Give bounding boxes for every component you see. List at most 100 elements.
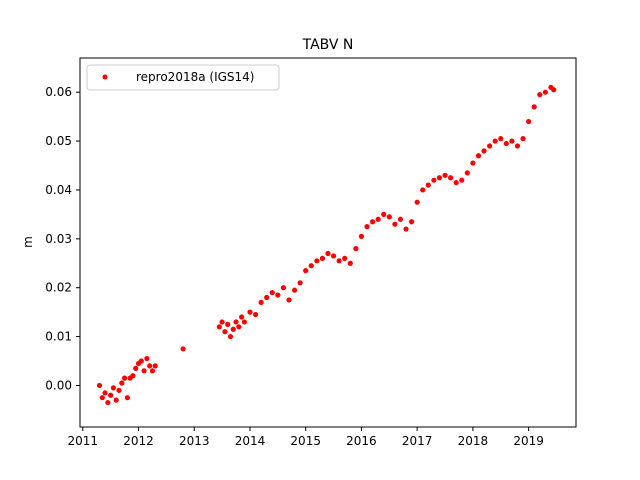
data-point [336,258,342,264]
data-point [408,219,415,225]
data-point [99,395,105,401]
data-point [420,187,426,193]
data-point [108,392,114,398]
data-point [96,382,103,389]
legend-box [86,64,280,91]
y-tick-label: 0.06 [45,85,72,99]
y-tick-label: 0.04 [45,183,72,197]
data-point [236,324,242,330]
data-point [487,143,493,149]
data-point [403,226,409,232]
data-point [414,199,420,205]
data-point [364,224,370,230]
data-point [347,260,353,266]
data-point [358,233,365,239]
data-point [291,287,298,293]
data-point [509,138,515,144]
x-tick-label: 2017 [402,434,433,448]
data-point [325,250,331,257]
data-point [105,399,111,406]
data-point [225,321,231,327]
data-point [241,319,248,325]
data-point [397,216,404,222]
data-point [459,177,465,183]
data-point [342,255,348,261]
x-tick-label: 2016 [346,434,377,448]
data-point [130,373,136,379]
y-axis-label: m [21,236,35,248]
y-tick-label: 0.02 [45,281,72,295]
y-tick-label: 0.00 [45,378,72,392]
x-tick-label: 2018 [458,434,489,448]
data-point [386,214,392,220]
data-point [297,280,303,286]
y-tick-label: 0.03 [45,232,72,246]
data-point [319,255,326,261]
data-point [141,368,147,374]
data-point [551,87,557,93]
y-tick-label: 0.05 [45,134,72,148]
data-point [453,180,459,186]
data-point [258,299,264,305]
data-point [269,289,275,296]
data-point [252,311,259,318]
data-point [239,314,245,320]
data-point [436,175,443,181]
data-point [152,363,158,369]
data-point [353,246,359,252]
data-point [147,363,153,369]
data-point [526,118,532,125]
data-point [113,397,119,403]
data-point [392,221,398,227]
data-point [431,177,437,183]
data-point [475,153,482,159]
data-point [537,92,543,98]
data-point [116,387,122,393]
data-point [464,170,470,176]
data-point [308,263,314,269]
x-tick-label: 2019 [513,434,544,448]
x-tick-label: 2013 [179,434,210,448]
data-point [149,368,156,374]
chart-title: TABV N [302,37,354,53]
x-tick-label: 2012 [123,434,154,448]
data-point [133,365,139,371]
data-point [180,346,186,352]
data-point [222,329,228,335]
data-point [531,104,537,110]
data-point [275,292,281,298]
data-point [498,136,504,142]
data-point [227,333,234,340]
data-point [481,148,487,154]
data-point [119,380,125,386]
data-point [330,253,337,259]
x-tick-label: 2011 [68,434,99,448]
data-point [138,358,144,364]
data-point [124,395,130,401]
data-point [219,319,225,325]
data-point [448,175,454,181]
y-tick-label: 0.01 [45,330,72,344]
data-point [514,143,521,149]
data-point [247,309,253,315]
legend-label: repro2018a (IGS14) [136,70,254,84]
data-point [121,375,128,381]
data-point [286,297,292,303]
data-point [216,324,222,330]
data-point [442,172,448,178]
data-point [470,160,476,166]
data-point [144,355,150,362]
data-point [280,285,287,291]
data-point [542,89,548,95]
data-point [264,294,270,301]
x-tick-label: 2014 [235,434,266,448]
data-point [233,319,239,325]
data-point [492,138,498,144]
data-point [520,136,526,142]
x-tick-label: 2015 [290,434,321,448]
legend-marker [102,74,108,80]
data-point [314,258,320,264]
data-point [425,182,431,188]
data-point [369,219,376,225]
